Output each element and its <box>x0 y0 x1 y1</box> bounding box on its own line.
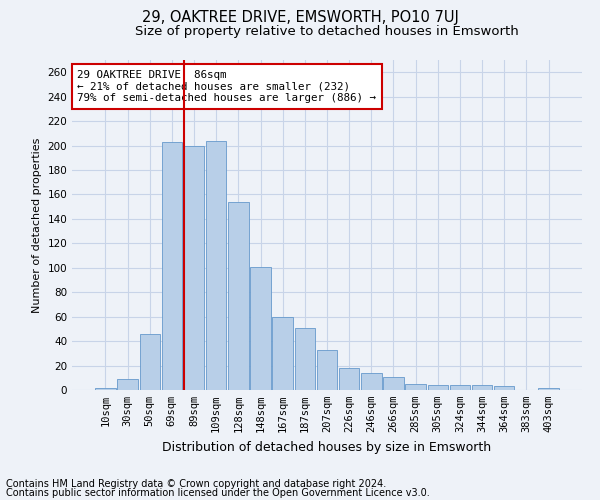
Bar <box>206 140 226 390</box>
Bar <box>494 386 514 390</box>
Text: Contains HM Land Registry data © Crown copyright and database right 2024.: Contains HM Land Registry data © Crown c… <box>6 479 386 489</box>
Bar <box>184 146 204 390</box>
Bar <box>272 316 293 390</box>
Bar <box>250 266 271 390</box>
Bar <box>161 142 182 390</box>
Bar <box>295 328 315 390</box>
Text: 29 OAKTREE DRIVE: 86sqm
← 21% of detached houses are smaller (232)
79% of semi-d: 29 OAKTREE DRIVE: 86sqm ← 21% of detache… <box>77 70 376 103</box>
Bar <box>428 385 448 390</box>
Bar <box>95 388 116 390</box>
Title: Size of property relative to detached houses in Emsworth: Size of property relative to detached ho… <box>135 25 519 38</box>
Bar <box>228 202 248 390</box>
Text: 29, OAKTREE DRIVE, EMSWORTH, PO10 7UJ: 29, OAKTREE DRIVE, EMSWORTH, PO10 7UJ <box>142 10 458 25</box>
Bar <box>339 368 359 390</box>
Bar <box>140 334 160 390</box>
Y-axis label: Number of detached properties: Number of detached properties <box>32 138 42 312</box>
Bar <box>406 384 426 390</box>
Bar <box>118 379 138 390</box>
X-axis label: Distribution of detached houses by size in Emsworth: Distribution of detached houses by size … <box>163 440 491 454</box>
Bar <box>383 376 404 390</box>
Bar <box>472 385 493 390</box>
Bar <box>538 388 559 390</box>
Bar <box>317 350 337 390</box>
Bar <box>450 385 470 390</box>
Text: Contains public sector information licensed under the Open Government Licence v3: Contains public sector information licen… <box>6 488 430 498</box>
Bar <box>361 373 382 390</box>
